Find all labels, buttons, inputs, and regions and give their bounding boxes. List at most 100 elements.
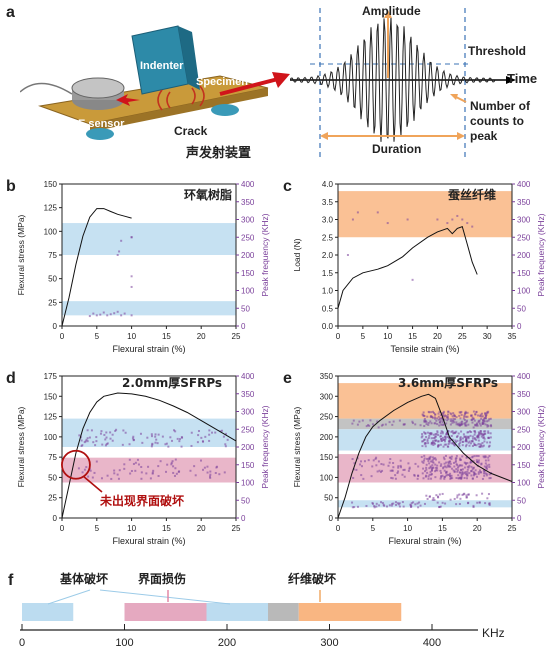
ae-event-point	[118, 250, 121, 253]
ae-event-point	[484, 459, 487, 462]
ae-event-point	[455, 463, 458, 466]
ae-event-point	[209, 470, 212, 473]
ae-event-point	[92, 441, 95, 444]
ae-event-point	[440, 471, 443, 474]
ae-event-point	[403, 475, 406, 478]
ae-event-point	[100, 477, 103, 480]
y-tick-label: 1.5	[322, 269, 334, 278]
ae-event-point	[351, 458, 354, 461]
ae-event-point	[80, 439, 83, 442]
ae-event-point	[450, 474, 453, 477]
ae-event-point	[450, 442, 453, 445]
ae-event-point	[447, 465, 450, 468]
ae-event-point	[189, 469, 192, 472]
x-tick-label: 20	[473, 524, 482, 533]
ae-event-point	[473, 442, 476, 445]
ae-event-point	[464, 410, 467, 413]
ae-event-point	[448, 460, 451, 463]
ae-event-point	[489, 417, 492, 420]
ae-event-point	[91, 476, 94, 479]
ae-event-point	[479, 433, 482, 436]
ae-event-point	[458, 502, 461, 505]
ae-event-point	[483, 465, 486, 468]
ae-event-point	[464, 471, 467, 474]
ae-event-point	[140, 477, 143, 480]
ae-event-point	[457, 474, 460, 477]
ae-event-point	[151, 442, 154, 445]
ae-event-point	[456, 423, 459, 426]
ae-event-point	[433, 436, 436, 439]
ae-event-point	[427, 421, 430, 424]
y-tick-label: 0.0	[322, 322, 334, 331]
ae-event-point	[140, 471, 143, 474]
ae-event-point	[455, 423, 458, 426]
ae-event-point	[442, 423, 445, 426]
y2-tick-label: 400	[517, 372, 531, 381]
ae-event-point	[441, 436, 444, 439]
ae-event-point	[362, 477, 365, 480]
ae-event-point	[459, 457, 462, 460]
ae-event-point	[408, 466, 411, 469]
ae-event-point	[436, 495, 439, 498]
ae-event-point	[461, 437, 464, 440]
ae-event-point	[419, 504, 422, 507]
ae-event-point	[456, 494, 459, 497]
ae-event-point	[360, 460, 363, 463]
ae-event-point	[437, 415, 440, 418]
ae-event-point	[164, 443, 167, 446]
ae-event-point	[444, 475, 447, 478]
ae-event-point	[441, 492, 444, 495]
ae-event-point	[361, 419, 364, 422]
y2-tick-label: 300	[241, 408, 255, 417]
ae-event-point	[85, 438, 88, 441]
ae-event-point	[150, 445, 153, 448]
ae-event-point	[479, 432, 482, 435]
ae-event-point	[471, 435, 474, 438]
ae-event-point	[452, 442, 455, 445]
ae-event-point	[395, 503, 398, 506]
y-tick-label: 100	[44, 433, 58, 442]
ae-event-point	[477, 461, 480, 464]
ae-event-point	[440, 430, 443, 433]
y2-tick-label: 350	[241, 390, 255, 399]
ae-event-point	[453, 497, 456, 500]
ae-event-point	[463, 415, 466, 418]
ae-event-point	[470, 460, 473, 463]
ae-event-point	[408, 467, 411, 470]
ae-event-point	[437, 418, 440, 421]
ae-event-point	[206, 471, 209, 474]
ae-event-point	[193, 465, 196, 468]
ae-event-point	[93, 471, 96, 474]
ae-event-point	[465, 440, 468, 443]
ae-event-point	[467, 423, 470, 426]
chart-b-epoxy: 0 5 10 15 20 25025507510012515005010015020025…	[16, 180, 270, 354]
ae-event-point	[215, 466, 218, 469]
chart-e-title: 3.6mm厚SFRPs	[398, 376, 499, 390]
ae-event-point	[467, 501, 470, 504]
frequency-band	[62, 223, 236, 255]
chart-c-silk-fiber: 0 5 10 15 20 25 30 35 0.0 0.5 1.0 1.5 2.0 2.5 3.0 3.5 4.…	[292, 180, 546, 354]
stress-strain-curve	[61, 208, 132, 327]
ae-event-point	[150, 435, 153, 438]
ae-event-point	[211, 431, 214, 434]
ae-event-point	[382, 503, 385, 506]
ae-event-point	[453, 444, 456, 447]
ae-event-point	[470, 418, 473, 421]
ae-event-point	[432, 466, 435, 469]
ae-event-point	[463, 422, 466, 425]
ae-event-point	[152, 469, 155, 472]
ae-event-point	[441, 432, 444, 435]
ae-event-point	[475, 411, 478, 414]
ae-event-point	[356, 211, 359, 214]
ae-event-point	[190, 431, 193, 434]
ae-event-point	[208, 433, 211, 436]
ae-event-point	[109, 431, 112, 434]
ae-event-point	[478, 469, 481, 472]
ae-event-point	[439, 419, 442, 422]
ae-event-point	[470, 431, 473, 434]
ae-event-point	[223, 471, 226, 474]
ae-event-point	[473, 430, 476, 433]
ae-event-point	[117, 477, 120, 480]
ae-event-point	[106, 442, 109, 445]
ae-event-point	[482, 472, 485, 475]
